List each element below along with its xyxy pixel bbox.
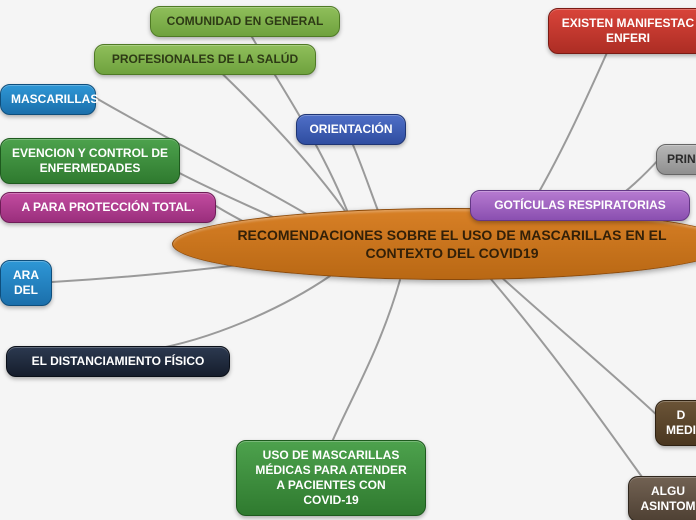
mindmap-canvas: RECOMENDACIONES SOBRE EL USO DE MASCARIL… xyxy=(0,0,696,520)
node-label: D MEDI xyxy=(666,408,696,437)
node-label: ORIENTACIÓN xyxy=(309,122,392,136)
node-mascarillas[interactable]: MASCARILLAS xyxy=(0,84,96,115)
node-label: EXISTEN MANIFESTAC ENFERI xyxy=(562,16,694,45)
node-label: PRIN xyxy=(667,152,696,166)
node-manif[interactable]: EXISTEN MANIFESTAC ENFERI xyxy=(548,8,696,54)
node-label: EL DISTANCIAMIENTO FÍSICO xyxy=(32,354,205,368)
node-goticulas[interactable]: GOTÍCULAS RESPIRATORIAS xyxy=(470,190,690,221)
node-orientacion[interactable]: ORIENTACIÓN xyxy=(296,114,406,145)
node-comunidad[interactable]: COMUNIDAD EN GENERAL xyxy=(150,6,340,37)
node-uso-medicas[interactable]: USO DE MASCARILLAS MÉDICAS PARA ATENDER … xyxy=(236,440,426,516)
node-label: ARA DEL xyxy=(13,268,39,297)
node-asintom[interactable]: ALGU ASINTOM xyxy=(628,476,696,520)
node-proteccion[interactable]: A PARA PROTECCIÓN TOTAL. xyxy=(0,192,216,223)
node-primero[interactable]: PRIN xyxy=(656,144,696,175)
node-label: A PARA PROTECCIÓN TOTAL. xyxy=(21,200,194,214)
node-distanciamiento[interactable]: EL DISTANCIAMIENTO FÍSICO xyxy=(6,346,230,377)
node-profesionales[interactable]: PROFESIONALES DE LA SALÚD xyxy=(94,44,316,75)
node-label: ALGU ASINTOM xyxy=(640,484,695,513)
node-label: COMUNIDAD EN GENERAL xyxy=(167,14,324,28)
center-topic-label: RECOMENDACIONES SOBRE EL USO DE MASCARIL… xyxy=(213,226,691,262)
node-ara-del[interactable]: ARA DEL xyxy=(0,260,52,306)
node-label: USO DE MASCARILLAS MÉDICAS PARA ATENDER … xyxy=(255,448,406,507)
node-label: PROFESIONALES DE LA SALÚD xyxy=(112,52,298,66)
node-label: EVENCION Y CONTROL DE ENFERMEDADES xyxy=(12,146,168,175)
node-label: MASCARILLAS xyxy=(11,92,98,106)
node-prevencion[interactable]: EVENCION Y CONTROL DE ENFERMEDADES xyxy=(0,138,180,184)
node-dmedi[interactable]: D MEDI xyxy=(655,400,696,446)
node-label: GOTÍCULAS RESPIRATORIAS xyxy=(494,198,666,212)
